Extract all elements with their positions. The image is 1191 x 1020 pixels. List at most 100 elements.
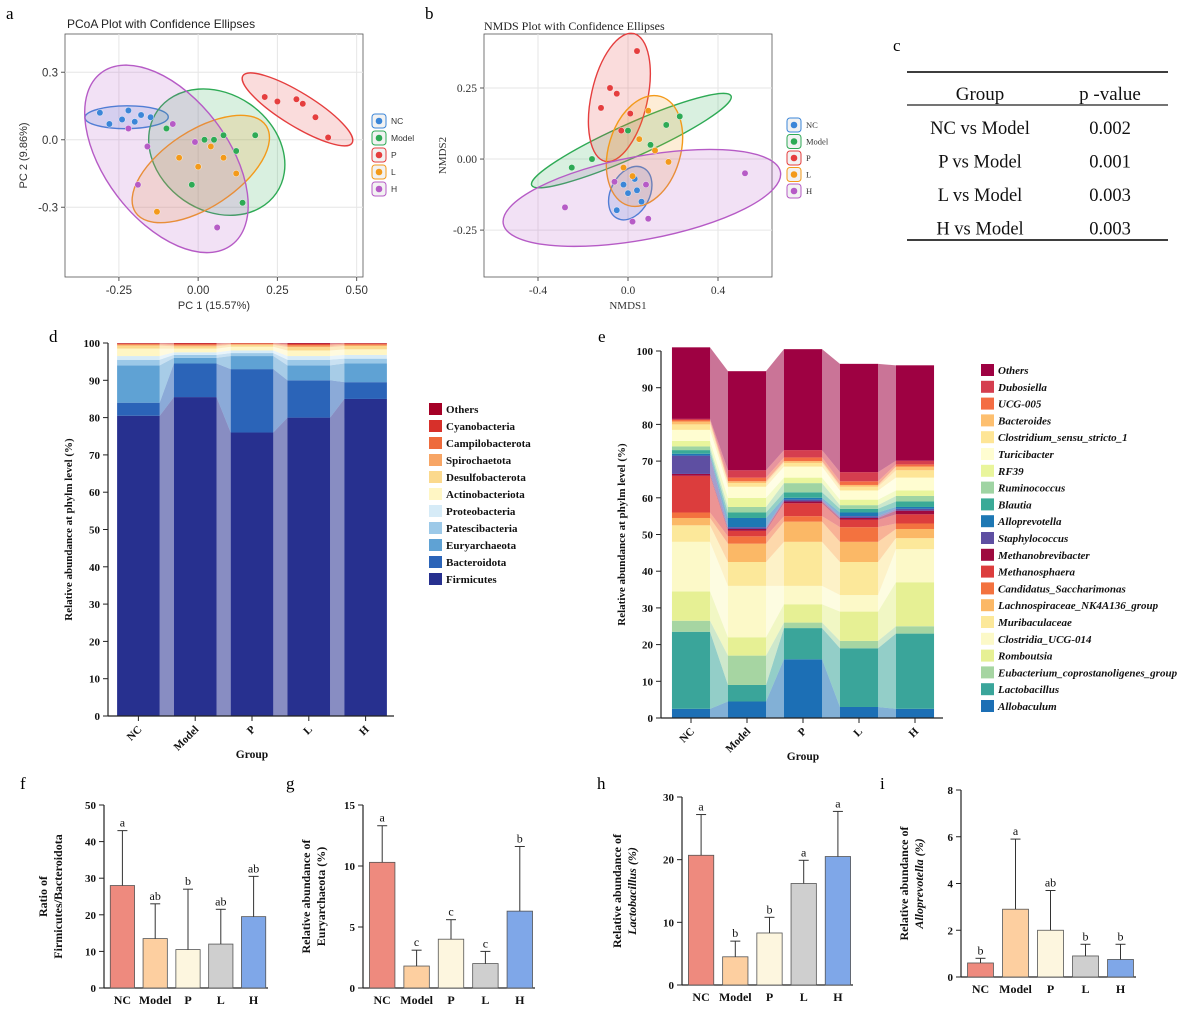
bar-segment-romboutsia <box>671 591 711 621</box>
x-tick-label: L <box>800 990 808 1004</box>
flow-band-lachnospiraceae-nk4a136-group <box>822 521 840 563</box>
bar-segment-actinobacteriota <box>230 346 274 351</box>
bar-segment-euryarchaeota <box>230 356 274 370</box>
flow-band-methanosphaera <box>710 475 728 537</box>
legend-marker-p <box>790 154 798 162</box>
legend-label-euryarchaeota: Euryarchaeota <box>446 540 517 552</box>
legend-swatch-desulfobacterota <box>429 471 442 483</box>
y-axis-label: Relative abundance at phylm level (%) <box>63 438 75 621</box>
flow-band-alloprevotella <box>822 497 840 517</box>
bar-segment-lactobacillus <box>783 628 823 660</box>
bar-segment-proteobacteria <box>117 356 160 360</box>
point-model <box>210 136 218 144</box>
flow-band-patescibacteria <box>330 358 345 366</box>
point-nc <box>620 181 627 189</box>
y-tick-label: 10 <box>89 674 101 686</box>
significance-letter-p: b <box>185 874 191 888</box>
bar-segment-eubacterium-coprostanoligenes-group <box>671 620 711 632</box>
x-tick-label: 0.0 <box>621 285 636 297</box>
legend-label-staphylococcus: Staphylococcus <box>998 533 1068 545</box>
confidence-ellipse-h <box>502 148 782 248</box>
bar-segment-others <box>895 365 935 461</box>
bar-model <box>403 965 430 989</box>
bar-segment-bacteroidota <box>287 380 331 418</box>
legend-swatch-lactobacillus <box>981 683 994 696</box>
y-tick-label: 0.0 <box>42 135 58 147</box>
legend-label-eubacterium-coprostanoligenes-group: Eubacterium_coprostanoligenes_group <box>997 667 1178 679</box>
bar-segment-methanosphaera <box>895 514 935 524</box>
flow-band-romboutsia <box>710 591 728 656</box>
x-tick-label: 0.4 <box>711 285 726 297</box>
bar-segment-turicibacter <box>783 466 823 478</box>
table-header-group: Group <box>956 84 1005 105</box>
legend-swatch-bacteroides <box>981 414 994 427</box>
y-tick-label: 0.25 <box>457 83 477 95</box>
bar-segment-firmicutes <box>344 398 387 716</box>
legend-swatch-romboutsia <box>981 649 994 662</box>
panel-label-i: i <box>880 774 885 793</box>
flow-band-rf39 <box>710 440 728 507</box>
y-tick-label: 2 <box>948 925 954 937</box>
point-l <box>651 147 659 154</box>
bar-segment-others <box>287 343 331 344</box>
bar-segment-blautia <box>895 501 935 507</box>
legend-swatch-patescibacteria <box>429 522 442 534</box>
y-tick-label: 100 <box>637 346 654 358</box>
bar-segment-candidatus-saccharimonas <box>727 536 767 544</box>
legend-label-clostridia-ucg-014: Clostridia_UCG-014 <box>998 634 1092 646</box>
x-tick-label: Model <box>139 993 172 1007</box>
significance-letter-h: ab <box>248 861 259 875</box>
bar-segment-campilobacterota <box>117 343 160 345</box>
bar-segment-clostridium-sensu-stricto-1 <box>671 424 711 430</box>
legend-swatch-ucg-005 <box>981 397 994 410</box>
significance-letter-p: c <box>448 905 453 919</box>
flow-band-allobaculum <box>878 706 896 718</box>
flow-band-campilobacterota <box>330 343 345 346</box>
point-nc <box>125 107 132 114</box>
flow-band-blautia <box>766 492 784 518</box>
flow-band-euryarchaeota <box>330 363 345 383</box>
bar-segment-turicibacter <box>671 429 711 441</box>
flow-band-allobaculum <box>710 701 728 718</box>
point-nc <box>613 206 621 214</box>
panel-label-b: b <box>425 4 434 23</box>
bar-segment-allobaculum <box>671 708 711 718</box>
bar-segment-clostridium-sensu-stricto-1 <box>783 462 823 467</box>
flow-band-ruminococcus <box>766 483 784 513</box>
x-tick-label: 0.25 <box>266 285 288 297</box>
confidence-ellipse-l <box>131 114 271 224</box>
legend-marker-h <box>790 187 798 195</box>
point-model <box>232 147 240 155</box>
legend-swatch-alloprevotella <box>981 515 994 528</box>
y-tick-label: 40 <box>89 562 101 574</box>
significance-letter-l: ab <box>215 894 226 908</box>
point-model <box>188 181 196 189</box>
point-h <box>611 178 618 186</box>
legend-label-alloprevotella: Alloprevotella <box>997 516 1062 528</box>
significance-letter-model: a <box>1013 824 1019 838</box>
flow-band-dubosiella <box>766 450 784 478</box>
y-tick-label: 20 <box>663 855 675 867</box>
x-tick-label: L <box>481 993 489 1007</box>
legend-label-methanosphaera: Methanosphaera <box>997 567 1076 579</box>
table-header-pvalue: p -value <box>1079 84 1141 105</box>
bar-segment-clostridium-sensu-stricto-1 <box>727 483 767 487</box>
flow-band-allobaculum <box>766 659 784 718</box>
bar-segment-blautia <box>727 512 767 518</box>
table-cell-pvalue: 0.003 <box>1089 220 1131 240</box>
flow-band-bacteroidota <box>159 363 174 416</box>
point-p <box>299 100 307 108</box>
y-tick-label: 40 <box>642 566 654 578</box>
alloprevotella-abundance-chart: 0 2 4 6 8 b NC a Model ab Pb Lb H Relative abundance … <box>897 785 1136 996</box>
y-tick-label: 0.00 <box>457 154 477 166</box>
bar-segment-candidatus-saccharimonas <box>671 512 711 518</box>
x-tick-label: H <box>833 990 843 1004</box>
flow-band-euryarchaeota <box>216 356 231 370</box>
x-axis-label: PC 1 (15.57%) <box>178 300 250 312</box>
x-tick-label: NC <box>692 990 709 1004</box>
bar-segment-alloprevotella <box>671 453 711 456</box>
flow-band-actinobacteriota <box>216 346 231 353</box>
y-tick-label: 30 <box>89 599 101 611</box>
y-axis-label: Ratio of <box>36 875 50 917</box>
bar-segment-lactobacillus <box>727 684 767 702</box>
